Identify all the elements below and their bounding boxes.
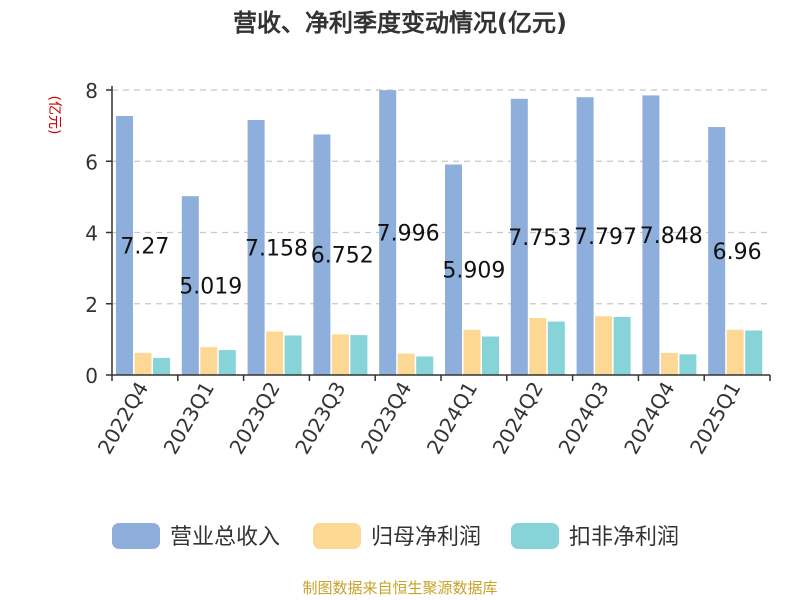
bar-3 [613,316,631,375]
y-tick-label: 0 [85,364,98,388]
y-tick-label: 4 [85,222,98,246]
x-tick-label: 2022Q4 [93,378,153,459]
bar-2 [200,347,218,375]
data-label: 6.96 [713,240,762,265]
bar-2 [463,329,481,375]
legend: 营业总收入 归母净利润 扣非净利润 [112,523,679,550]
bar-3 [416,356,434,375]
bar-1 [576,97,594,375]
bar-2 [595,316,613,375]
x-tick-label: 2024Q4 [619,378,679,459]
data-label: 7.158 [245,236,308,261]
x-tick-label: 2023Q4 [356,378,416,459]
bar-2 [726,329,744,375]
bar-3 [284,335,302,375]
bar-3 [679,354,697,375]
bar-3 [745,330,763,375]
bar-2 [266,331,284,375]
legend-label: 扣非净利润 [569,525,679,550]
x-tick-label: 2024Q1 [422,378,482,459]
bar-3 [218,350,236,375]
bar-1 [642,95,660,375]
legend-swatch [112,523,160,549]
x-tick-label: 2023Q2 [224,378,284,459]
bar-2 [660,352,678,375]
legend-label: 营业总收入 [170,525,280,550]
x-tick-label: 2023Q3 [290,378,350,459]
y-tick-label: 2 [85,293,98,317]
x-tick-label: 2025Q1 [685,378,745,459]
x-tick-label: 2024Q2 [488,378,548,459]
legend-swatch [511,523,559,549]
bar-3 [153,357,170,375]
bars [116,90,763,375]
x-tick-label: 2023Q1 [159,378,219,459]
bar-1 [116,116,133,375]
source-footer: 制图数据来自恒生聚源数据库 [302,579,497,597]
bar-3 [350,335,368,375]
y-tick-label: 8 [85,79,98,103]
bar-2 [331,334,349,375]
legend-item: 归母净利润 [313,523,481,550]
data-label: 5.909 [442,259,505,284]
data-label: 7.848 [640,224,703,249]
data-label: 7.996 [377,222,440,247]
legend-item: 营业总收入 [112,523,280,550]
grid [112,89,770,305]
data-label: 7.797 [574,225,637,250]
bar-1 [510,98,528,375]
bar-3 [482,336,499,375]
bar-2 [397,353,415,375]
bar-1 [247,119,265,375]
y-axis-unit-label: (亿元) [46,96,62,135]
legend-item: 扣非净利润 [511,523,679,550]
bar-1 [313,134,331,375]
x-tick-label: 2024Q3 [553,378,613,459]
data-label: 7.753 [508,226,571,251]
bar-1 [181,196,199,375]
data-label: 5.019 [179,275,242,300]
bar-1 [379,90,397,375]
bar-1 [445,164,462,375]
bar-2 [529,318,547,375]
bar-2 [134,352,152,375]
legend-swatch [313,523,361,549]
legend-label: 归母净利润 [371,525,481,550]
data-label: 7.27 [120,235,169,260]
bar-3 [547,321,565,375]
y-tick-label: 6 [85,150,98,174]
chart-title: 营收、净利季度变动情况(亿元) [233,9,567,37]
bar-1 [708,127,726,375]
data-label: 6.752 [311,244,374,269]
